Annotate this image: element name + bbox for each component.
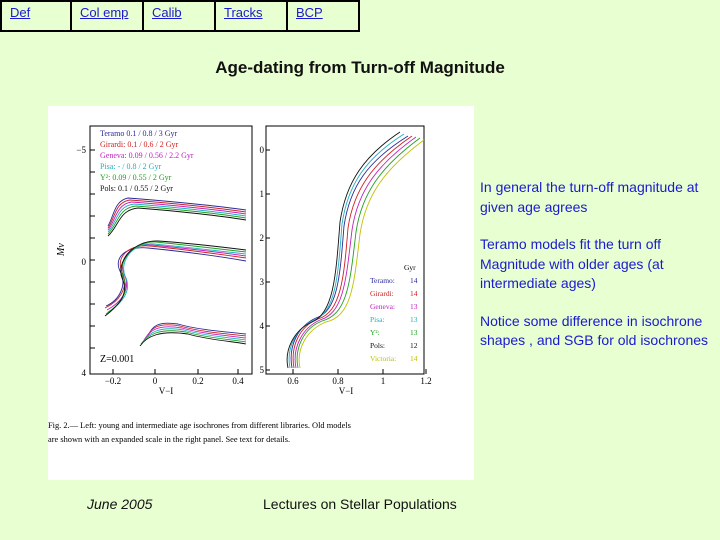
bullet-item: Teramo models fit the turn off Magnitude… bbox=[480, 236, 664, 291]
figure-caption-line-1: Fig. 2.— Left: young and intermediate ag… bbox=[48, 421, 351, 430]
bullet-item: In general the turn-off magnitude at giv… bbox=[480, 179, 699, 215]
left-x-tick: 0 bbox=[153, 376, 158, 386]
left-y-tick: −5 bbox=[76, 145, 86, 155]
right-x-tick: 1 bbox=[381, 376, 386, 386]
nav-link-calib[interactable]: Calib bbox=[144, 2, 216, 30]
left-x-tick: 0.4 bbox=[232, 376, 244, 386]
legend-right-girardi: Girardi: 14 bbox=[370, 289, 418, 298]
right-x-tick: 0.8 bbox=[332, 376, 344, 386]
legend-left-y2: Y²: 0.09 / 0.55 / 2 Gyr bbox=[100, 173, 172, 182]
right-y-tick: 3 bbox=[260, 277, 265, 287]
legend-left-pisa: Pisa: - / 0.8 / 2 Gyr bbox=[100, 162, 161, 171]
right-y-tick: 0 bbox=[260, 145, 265, 155]
left-y-tick: 4 bbox=[82, 368, 87, 378]
legend-right-victoria: Victoria: 14 bbox=[370, 354, 418, 363]
right-x-tick: 0.6 bbox=[287, 376, 299, 386]
bullet-list: In general the turn-off magnitude at giv… bbox=[480, 178, 720, 369]
right-panel-frame bbox=[265, 125, 425, 375]
legend-left-teramo: Teramo 0.1 / 0.8 / 3 Gyr bbox=[100, 129, 178, 138]
bullet-item: Notice some difference in isochrone shap… bbox=[480, 312, 709, 349]
slide-title: Age-dating from Turn-off Magnitude bbox=[215, 58, 505, 77]
figure-caption-line-2: are shown with an expanded scale in the … bbox=[48, 435, 290, 444]
nav-link-bcp[interactable]: BCP bbox=[296, 5, 323, 20]
legend-left-pols: Pols: 0.1 / 0.55 / 2 Gyr bbox=[100, 184, 173, 193]
nav-link-col-emp[interactable]: Col emp bbox=[72, 2, 144, 30]
legend-left-geneva: Geneva: 0.09 / 0.56 / 2.2 Gyr bbox=[100, 151, 194, 160]
right-x-axis-label: V−I bbox=[339, 386, 354, 396]
left-x-tick: −0.2 bbox=[105, 376, 121, 386]
footer-lecture-title: Lectures on Stellar Populations bbox=[263, 496, 457, 512]
legend-left-girardi: Girardi: 0.1 / 0.6 / 2 Gyr bbox=[100, 140, 179, 149]
footer-date: June 2005 bbox=[87, 496, 153, 512]
left-panel-frame bbox=[89, 125, 253, 375]
top-nav: Def Col emp Calib Tracks BCP bbox=[0, 0, 360, 32]
y-axis-label: Mv bbox=[56, 243, 67, 257]
metallicity-label: Z=0.001 bbox=[100, 354, 134, 365]
isochrone-plot: −5 0 4 0 1 2 3 4 5 −0.2 0 0.2 bbox=[48, 125, 432, 444]
left-y-tick: 0 bbox=[82, 257, 87, 267]
legend-right-geneva: Geneva: 13 bbox=[370, 302, 418, 311]
right-y-tick: 2 bbox=[260, 233, 265, 243]
legend-right-y2: Y²: 13 bbox=[370, 328, 418, 337]
left-x-axis-label: V−I bbox=[159, 386, 174, 396]
nav-link-tracks[interactable]: Tracks bbox=[216, 2, 288, 30]
legend-right-teramo: Teramo: 14 bbox=[370, 276, 418, 285]
legend-right-pisa: Pisa: 13 bbox=[370, 315, 418, 324]
right-y-tick: 5 bbox=[260, 365, 265, 375]
left-x-tick: 0.2 bbox=[192, 376, 203, 386]
right-y-tick: 4 bbox=[260, 321, 265, 331]
nav-link-def[interactable]: Def bbox=[2, 2, 72, 30]
legend-right-header: Gyr bbox=[404, 263, 416, 272]
legend-right-pols: Pols: 12 bbox=[370, 341, 418, 350]
right-y-tick: 1 bbox=[260, 189, 265, 199]
right-x-tick: 1.2 bbox=[420, 376, 431, 386]
isochrone-figure: −5 0 4 0 1 2 3 4 5 −0.2 0 0.2 bbox=[48, 106, 474, 480]
